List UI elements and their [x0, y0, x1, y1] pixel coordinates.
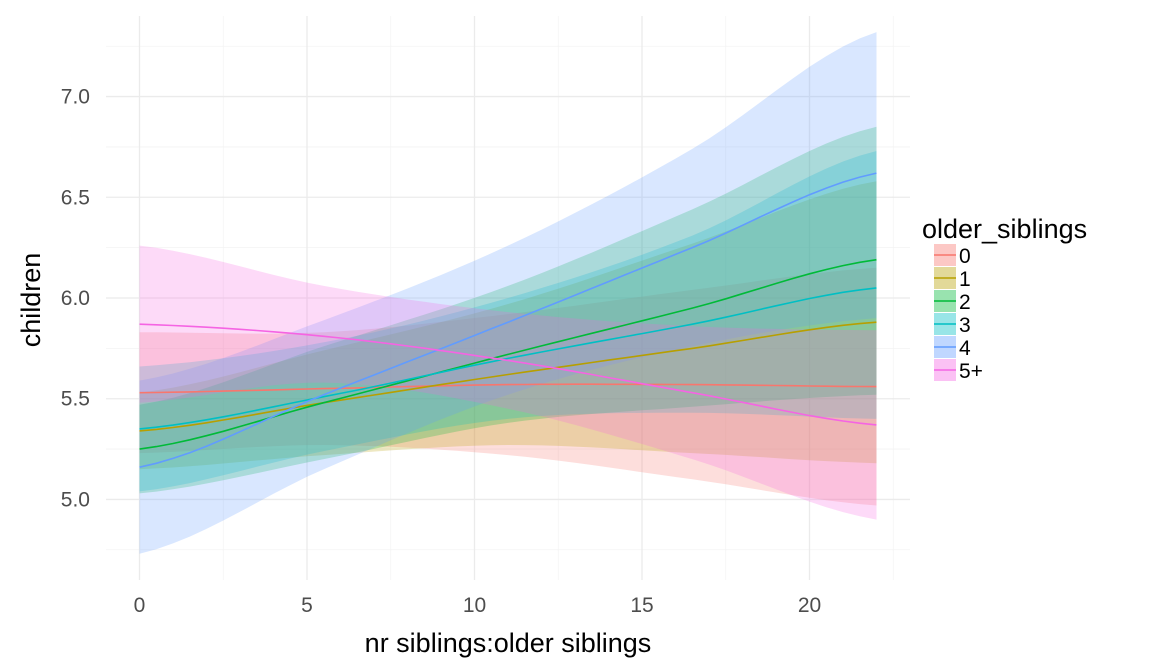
legend-title: older_siblings [922, 214, 1087, 244]
fit-line-0 [139, 383, 877, 394]
line-layer [139, 172, 877, 468]
x-tick-label: 15 [630, 594, 653, 617]
legend-label: 3 [959, 314, 971, 337]
ribbon-layer [139, 32, 877, 554]
fit-line-1 [139, 321, 877, 432]
confidence-band-4 [139, 32, 877, 554]
x-axis-title: nr siblings:older siblings [365, 628, 652, 658]
fit-line-3 [139, 287, 877, 430]
x-tick-label: 0 [134, 594, 146, 617]
y-tick-label: 5.5 [61, 388, 90, 411]
y-tick-label: 5.0 [61, 488, 90, 511]
confidence-band-0 [139, 267, 877, 506]
y-tick-label: 7.0 [61, 86, 90, 109]
y-axis-title: children [16, 253, 46, 348]
legend-label: 4 [959, 337, 971, 360]
legend-label: 5+ [959, 360, 983, 383]
confidence-band-2 [139, 126, 877, 494]
legend-label: 0 [959, 245, 971, 268]
confidence-band-3 [139, 151, 877, 492]
fit-line-2 [139, 258, 877, 450]
confidence-band-5 [139, 245, 877, 520]
x-tick-label: 5 [301, 594, 313, 617]
fit-line-4 [139, 172, 877, 468]
fit-line-5 [139, 323, 877, 426]
x-tick-label: 10 [463, 594, 486, 617]
y-tick-label: 6.0 [61, 287, 90, 310]
grid-layer [106, 16, 910, 580]
legend-label: 2 [959, 291, 971, 314]
y-axis-ticks: 5.0 5.5 6.0 6.5 7.0 [61, 86, 90, 512]
legend-label: 1 [959, 268, 971, 291]
y-tick-label: 6.5 [61, 186, 90, 209]
x-axis-ticks: 0 5 10 15 20 [134, 594, 822, 617]
x-tick-label: 20 [798, 594, 821, 617]
